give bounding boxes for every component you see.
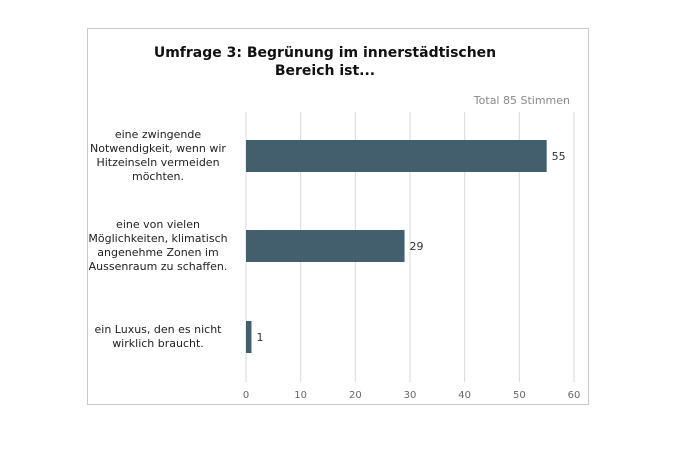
x-tick-label: 0: [243, 390, 249, 401]
category-label-line: Möglichkeiten, klimatisch: [88, 232, 228, 245]
x-tick-label: 20: [349, 390, 362, 401]
chart-title-line-1: Umfrage 3: Begrünung im innerstädtischen: [153, 45, 497, 61]
chart-title: Umfrage 3: Begrünung im innerstädtischen…: [0, 44, 650, 80]
category-label-line: Notwendigkeit, wenn wir: [90, 142, 226, 155]
category-label-line: Hitzeinseln vermeiden: [96, 156, 220, 169]
category-label: eine von vielen Möglichkeiten, klimatisch…: [83, 218, 233, 274]
x-tick-label: 50: [513, 390, 526, 401]
x-tick-label: 10: [294, 390, 307, 401]
bar: [246, 140, 547, 172]
bar: [246, 321, 252, 353]
data-label: 55: [552, 150, 566, 163]
category-label-line: angenehme Zonen im: [97, 246, 219, 259]
bar: [246, 230, 405, 262]
x-tick-label: 40: [458, 390, 471, 401]
category-label: eine zwingende Notwendigkeit, wenn wir Hit…: [83, 128, 233, 184]
data-label: 1: [256, 331, 263, 344]
category-label-line: wirklich braucht.: [112, 337, 204, 350]
category-label-line: möchten.: [131, 170, 184, 183]
x-tick-label: 60: [568, 390, 581, 401]
x-tick-label: 30: [404, 390, 417, 401]
total-votes-label: Total 85 Stimmen: [473, 94, 570, 107]
chart-title-line-2: Bereich ist...: [274, 63, 376, 79]
category-label-line: eine von vielen: [116, 218, 200, 231]
chart-frame: [87, 28, 589, 405]
category-label-line: eine zwingende: [114, 128, 202, 141]
category-label-line: Aussenraum zu schaffen.: [88, 260, 228, 273]
category-label-line: ein Luxus, den es nicht: [94, 323, 222, 336]
category-label: ein Luxus, den es nicht wirklich braucht.: [83, 323, 233, 351]
data-label: 29: [410, 240, 424, 253]
